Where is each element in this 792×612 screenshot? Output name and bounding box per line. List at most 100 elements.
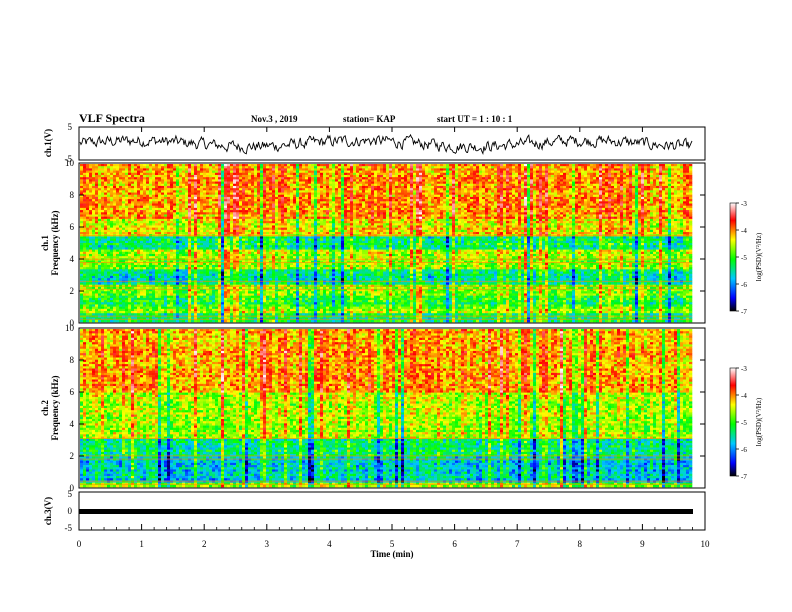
spectrogram-cell (284, 166, 287, 168)
spectrogram-cell (326, 173, 329, 175)
spectrogram-cell (569, 171, 572, 173)
spectrogram-cell (134, 171, 137, 173)
spectrogram-cell (458, 168, 461, 170)
spectrogram-cell (659, 171, 662, 173)
spectrogram-cell (293, 168, 296, 170)
spectrogram-cell (662, 164, 665, 166)
spectrogram-cell (512, 166, 515, 168)
spectrogram-cell (557, 168, 560, 170)
spectrogram-cell (323, 175, 326, 177)
spectrogram-cell (584, 168, 587, 170)
spectrogram-cell (353, 173, 356, 175)
spectrogram-cell (623, 166, 626, 168)
spectrogram-cell (338, 168, 341, 170)
spectrogram-cell (605, 166, 608, 168)
spectrogram-cell (335, 164, 338, 166)
spectrogram-cell (440, 171, 443, 173)
spectrogram-cell (539, 173, 542, 175)
spectrogram-cell (209, 173, 212, 175)
spectrogram-cell (422, 173, 425, 175)
spectrogram-cell (122, 175, 125, 177)
spectrogram-cell (560, 171, 563, 173)
spectrogram-cell (668, 168, 671, 170)
spectrogram-cell (113, 171, 116, 173)
spectrogram-cell (101, 175, 104, 177)
spectrogram-cell (479, 175, 482, 177)
spectrogram-cell (122, 171, 125, 173)
spectrogram-cell (623, 168, 626, 170)
spectrogram-cell (173, 173, 176, 175)
spectrogram-cell (323, 173, 326, 175)
spectrogram-cell (185, 164, 188, 166)
spectrogram-cell (380, 164, 383, 166)
spectrogram-cell (500, 164, 503, 166)
spectrogram-cell (464, 168, 467, 170)
spectrogram-cell (422, 166, 425, 168)
spectrogram-cell (647, 164, 650, 166)
spectrogram-cell (446, 171, 449, 173)
spectrogram-cell (341, 175, 344, 177)
spectrogram-cell (332, 168, 335, 170)
spectrogram-cell (215, 173, 218, 175)
spectrogram-cell (371, 175, 374, 177)
spectrogram-cell (578, 173, 581, 175)
spectrogram-cell (611, 166, 614, 168)
spectrogram-cell (422, 164, 425, 166)
spectrogram-cell (176, 173, 179, 175)
spectrogram-cell (359, 175, 362, 177)
spectrogram-cell (590, 171, 593, 173)
spectrogram-cell (401, 173, 404, 175)
spectrogram-cell (92, 166, 95, 168)
spectrogram-cell (110, 168, 113, 170)
spectrogram-cell (617, 166, 620, 168)
spectrogram-cell (263, 164, 266, 166)
spectrogram-cell (314, 173, 317, 175)
spectrogram-cell (650, 164, 653, 166)
spectrogram-cell (209, 166, 212, 168)
spectrogram-cell (170, 164, 173, 166)
date-label: Nov.3 , 2019 (251, 114, 298, 124)
spectrogram-cell (236, 164, 239, 166)
spectrogram-cell (269, 168, 272, 170)
spectrogram-cell (359, 173, 362, 175)
spectrogram-cell (512, 164, 515, 166)
spectrogram-cell (95, 177, 98, 179)
spectrogram-cell (551, 164, 554, 166)
spectrogram-cell (383, 168, 386, 170)
spectrogram-cell (179, 164, 182, 166)
spectrogram-cell (137, 173, 140, 175)
spectrogram-cell (380, 173, 383, 175)
spectrogram-cell (83, 177, 86, 179)
spectrogram-cell (581, 175, 584, 177)
spectrogram-cell (326, 171, 329, 173)
spectrogram-cell (221, 168, 224, 170)
spectrogram-cell (92, 164, 95, 166)
spectrogram-cell (452, 173, 455, 175)
spectrogram-cell (536, 173, 539, 175)
spectrogram-cell (230, 175, 233, 177)
spectrogram-cell (332, 171, 335, 173)
spectrogram-cell (392, 175, 395, 177)
spectrogram-cell (599, 166, 602, 168)
spectrogram-cell (620, 173, 623, 175)
spectrogram-cell (518, 175, 521, 177)
spectrogram-cell (398, 171, 401, 173)
spectrogram-cell (464, 173, 467, 175)
spectrogram-cell (431, 168, 434, 170)
spectrogram-cell (281, 168, 284, 170)
spectrogram-cell (614, 173, 617, 175)
spectrogram-cell (608, 164, 611, 166)
spectrogram-cell (500, 171, 503, 173)
spectrogram-cell (602, 175, 605, 177)
spectrogram-cell (629, 171, 632, 173)
ch1-spectrogram-image (80, 164, 692, 322)
spectrogram-cell (212, 173, 215, 175)
spectrogram-cell (107, 177, 110, 179)
spectrogram-cell (554, 166, 557, 168)
spectrogram-cell (347, 171, 350, 173)
spectrogram-cell (572, 164, 575, 166)
spectrogram-cell (395, 168, 398, 170)
spectrogram-cell (200, 164, 203, 166)
spectrogram-cell (92, 171, 95, 173)
spectrogram-cell (455, 164, 458, 166)
